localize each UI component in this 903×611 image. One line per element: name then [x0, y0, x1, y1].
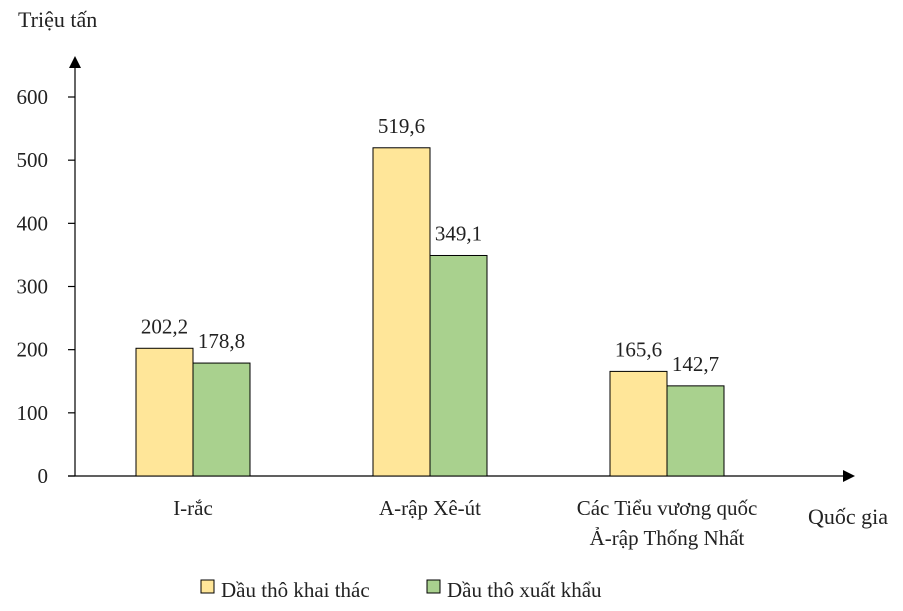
legend-swatch [200, 579, 215, 594]
x-axis-title: Quốc gia [808, 504, 888, 529]
bar-value-label: 165,6 [615, 337, 662, 361]
bar-value-label: 202,2 [141, 314, 188, 338]
bar-value-label: 142,7 [672, 352, 719, 376]
legend: Dầu thô khai thác Dầu thô xuất khẩu [200, 578, 602, 602]
y-tick-label: 200 [17, 338, 49, 362]
y-tick-label: 300 [17, 275, 49, 299]
legend-swatch [426, 579, 441, 594]
category-label: A-rập Xê-út [379, 496, 481, 520]
y-tick-label: 100 [17, 401, 49, 425]
x-axis-arrow [843, 470, 855, 482]
bar-xuat-khau [429, 254, 488, 477]
bar-khai-thac [135, 347, 194, 477]
bar-khai-thac [609, 370, 668, 477]
y-axis-arrow [69, 56, 81, 68]
bars [135, 147, 725, 477]
bar-value-label: 519,6 [378, 114, 425, 138]
legend-label: Dầu thô khai thác [221, 578, 370, 602]
y-tick-label: 500 [17, 148, 49, 172]
y-axis-title: Triệu tấn [18, 7, 97, 32]
bar-khai-thac [372, 147, 431, 477]
bar-value-label: 349,1 [435, 221, 482, 245]
y-tick-label: 400 [17, 211, 49, 235]
category-label: I-rắc [173, 496, 213, 520]
axes: 0 100 200 300 400 500 600 Triệu tấn Quốc gia [17, 7, 889, 529]
bar-value-label: 178,8 [198, 329, 245, 353]
legend-label: Dầu thô xuất khẩu [447, 578, 602, 602]
category-label: Các Tiểu vương quốc [577, 496, 758, 520]
category-label: Ả-rập Thống Nhất [590, 526, 745, 550]
y-tick-label: 0 [38, 464, 49, 488]
bar-xuat-khau [192, 362, 251, 477]
y-tick-label: 600 [17, 85, 49, 109]
bar-xuat-khau [666, 385, 725, 477]
labels: 202,2 178,8 I-rắc 519,6 349,1 A-rập Xê-út 165,… [141, 114, 757, 550]
